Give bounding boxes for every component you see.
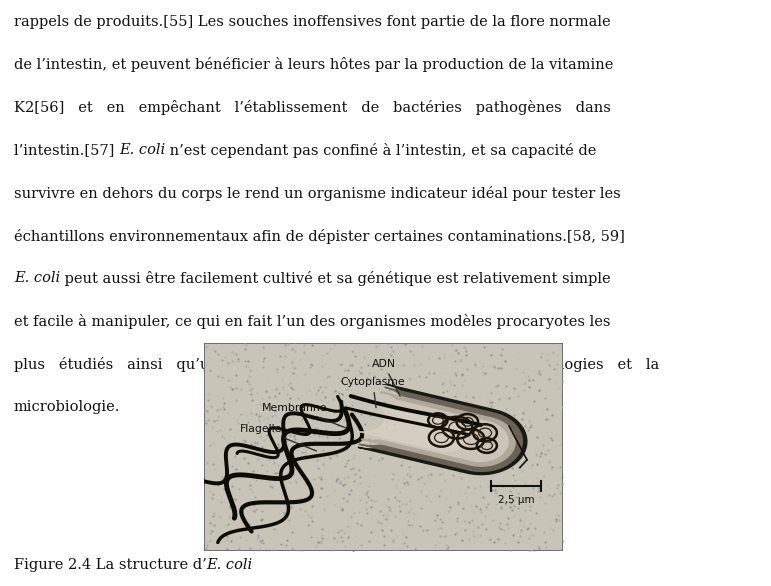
Text: E. coli: E. coli	[14, 271, 60, 285]
Polygon shape	[359, 387, 523, 471]
Text: échantillons environnementaux afin de dépister certaines contaminations.[58, 59]: échantillons environnementaux afin de dé…	[14, 229, 625, 244]
Text: Cytoplasme: Cytoplasme	[341, 377, 406, 408]
Polygon shape	[358, 401, 467, 451]
Text: peut aussi être facilement cultivé et sa génétique est relativement simple: peut aussi être facilement cultivé et sa…	[60, 271, 611, 287]
Text: microbiologie.: microbiologie.	[14, 400, 120, 414]
Text: Membranne: Membranne	[261, 403, 345, 428]
Text: Figure 2.4 La structure d’: Figure 2.4 La structure d’	[14, 558, 207, 572]
Text: l’intestin.[57]: l’intestin.[57]	[14, 143, 119, 157]
Text: ADN: ADN	[372, 359, 400, 396]
Text: plus   étudiés   ainsi   qu’une   espèce   importante   dans   les   biotechnolo: plus étudiés ainsi qu’une espèce importa…	[14, 357, 659, 372]
Text: rappels de produits.[55] Les souches inoffensives font partie de la flore normal: rappels de produits.[55] Les souches ino…	[14, 15, 611, 29]
Polygon shape	[365, 397, 508, 461]
Text: Flagelle: Flagelle	[241, 424, 316, 451]
Text: E. coli: E. coli	[119, 143, 165, 157]
Text: et facile à manipuler, ce qui en fait l’un des organismes modèles procaryotes le: et facile à manipuler, ce qui en fait l’…	[14, 314, 611, 329]
Text: de l’intestin, et peuvent bénéficier à leurs hôtes par la production de la vitam: de l’intestin, et peuvent bénéficier à l…	[14, 57, 613, 73]
Polygon shape	[362, 392, 515, 466]
Text: E. coli: E. coli	[207, 558, 253, 572]
Text: n’est cependant pas confiné à l’intestin, et sa capacité de: n’est cependant pas confiné à l’intestin…	[165, 143, 597, 158]
Text: K2[56]   et   en   empêchant   l’établissement   de   bactéries   pathogènes   d: K2[56] et en empêchant l’établissement d…	[14, 100, 611, 115]
Text: survivre en dehors du corps le rend un organisme indicateur idéal pour tester le: survivre en dehors du corps le rend un o…	[14, 186, 621, 201]
Polygon shape	[358, 384, 527, 475]
Text: 2,5 μm: 2,5 μm	[498, 495, 534, 505]
